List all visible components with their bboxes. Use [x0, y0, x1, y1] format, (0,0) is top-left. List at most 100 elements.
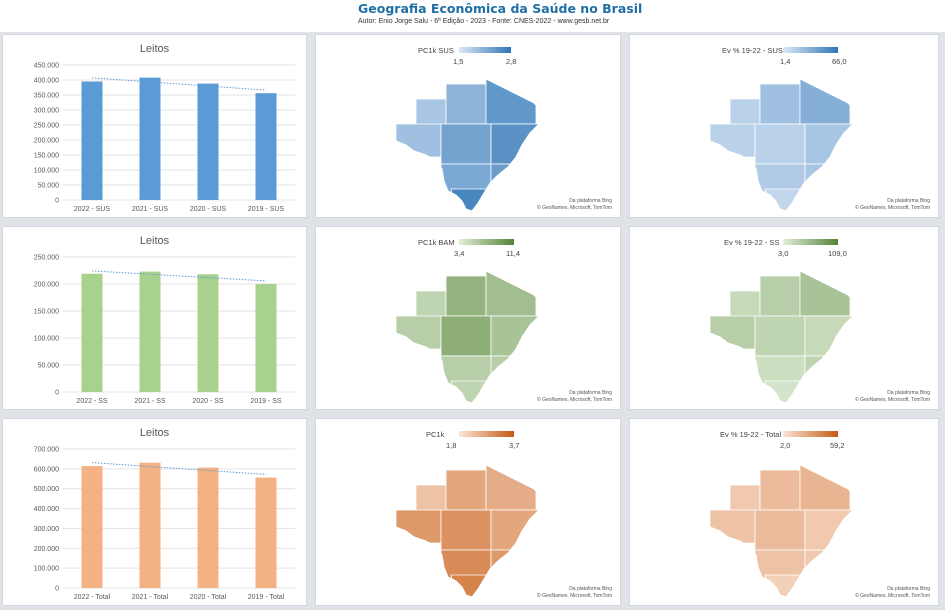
x-tick-label: 2021 - SS: [134, 398, 165, 405]
legend-gradient-bar: [783, 239, 838, 245]
y-tick-label: 450.000: [34, 63, 59, 70]
map-credit: Da plataforma Bing © GeoNames, Microsoft,…: [537, 198, 612, 211]
legend-min: 1,8: [446, 441, 457, 450]
legend-gradient-bar: [783, 431, 838, 437]
chart-panel-ss[interactable]: Leitos 0 50.000 100.000 150.000 200.000 250.0…: [2, 226, 307, 410]
legend-gradient-bar: [783, 47, 838, 53]
map-panel-pc1k-sus[interactable]: PC1k SUS 1,5 2,8 Da plataforma Bing © Geo…: [315, 34, 621, 218]
legend-max: 3,7: [509, 441, 520, 450]
y-tick-label: 400.000: [34, 506, 59, 513]
brazil-outline: [389, 72, 543, 212]
bar: [139, 271, 161, 392]
map-region: [804, 549, 841, 581]
legend-title: PC1k SUS: [418, 46, 454, 55]
brazil-map: [703, 264, 857, 404]
header: Geografia Econômica da Saúde no Brasil A…: [0, 0, 945, 32]
y-tick-label: 200.000: [34, 546, 59, 553]
trendline: [91, 462, 267, 475]
legend-min: 1,5: [453, 57, 464, 66]
bar-chart-sus: 0 50.000 100.000 150.000 200.000 250.000 300.0…: [34, 63, 295, 213]
y-tick-label: 150.000: [34, 309, 59, 316]
map-region: [490, 163, 527, 195]
brazil-map: [389, 264, 543, 404]
map-panel-pc1k-bam[interactable]: PC1k BAM 3,4 11,4 Da plataforma Bing © Ge…: [315, 226, 621, 410]
map-region: [799, 78, 851, 125]
y-tick-label: 50.000: [38, 183, 60, 190]
map-region: [445, 83, 487, 125]
map-region: [799, 464, 851, 511]
y-tick-label: 500.000: [34, 486, 59, 493]
legend-gradient-bar: [459, 239, 514, 245]
y-tick-label: 250.000: [34, 123, 59, 130]
map-region: [759, 275, 801, 317]
legend-gradient-bar: [459, 47, 511, 53]
map-region: [759, 469, 801, 511]
map-region: [804, 355, 841, 387]
y-tick-label: 700.000: [34, 447, 59, 454]
y-tick-label: 350.000: [34, 93, 59, 100]
brazil-outline: [703, 264, 857, 404]
brazil-map: [389, 72, 543, 212]
x-tick-label: 2021 - SUS: [132, 206, 169, 213]
map-region: [754, 509, 806, 551]
map-region: [440, 315, 492, 357]
map-region: [754, 123, 806, 165]
y-tick-label: 100.000: [34, 168, 59, 175]
x-tick-label: 2019 - SS: [250, 398, 281, 405]
map-credit: Da plataforma Bing © GeoNames, Microsoft,…: [537, 586, 612, 599]
bar: [197, 467, 219, 588]
y-tick-label: 300.000: [34, 526, 59, 533]
x-tick-label: 2021 - Total: [132, 594, 169, 601]
trendline: [91, 270, 267, 282]
chart-panel-total[interactable]: Leitos 0 100.000 200.000 300.000 400.000 500.…: [2, 418, 307, 606]
bar: [197, 83, 219, 200]
map-credit: Da plataforma Bing © GeoNames, Microsoft,…: [855, 586, 930, 599]
legend-title: Ev % 19-22 - SS: [724, 238, 780, 247]
legend-gradient-bar: [459, 431, 514, 437]
map-panel-ev-total[interactable]: Ev % 19-22 - Total 2,0 59,2 Da plataform…: [629, 418, 939, 606]
bar: [197, 274, 219, 392]
map-region: [804, 163, 841, 195]
brazil-outline: [389, 458, 543, 598]
bar: [81, 81, 103, 200]
y-tick-label: 250.000: [34, 255, 59, 262]
bar: [255, 477, 277, 588]
x-tick-label: 2022 - SS: [76, 398, 107, 405]
legend-max: 2,8: [506, 57, 517, 66]
map-region: [445, 275, 487, 317]
bar: [255, 93, 277, 200]
map-panel-ev-ss[interactable]: Ev % 19-22 - SS 3,0 109,0 Da plataforma …: [629, 226, 939, 410]
chart-panel-sus[interactable]: Leitos 0 50.000 100.000 150.000 200.000 250.0…: [2, 34, 307, 218]
legend-title: Ev % 19-22 - SUS: [722, 46, 783, 55]
map-region: [485, 464, 537, 511]
bar: [81, 466, 103, 588]
y-tick-label: 200.000: [34, 282, 59, 289]
bar: [81, 273, 103, 392]
x-tick-label: 2019 - SUS: [248, 206, 285, 213]
map-region: [490, 355, 527, 387]
legend-min: 2,0: [780, 441, 791, 450]
map-credit: Da plataforma Bing © GeoNames, Microsoft,…: [537, 390, 612, 403]
x-tick-label: 2020 - Total: [190, 594, 227, 601]
map-region: [440, 509, 492, 551]
legend-title: PC1k BAM: [418, 238, 455, 247]
legend-max: 11,4: [506, 249, 521, 258]
brazil-outline: [703, 72, 857, 212]
page-subtitle: Autor: Enio Jorge Salu - 6ª Edição - 202…: [358, 18, 610, 25]
x-tick-label: 2022 - SUS: [74, 206, 111, 213]
x-tick-label: 2022 - Total: [74, 594, 111, 601]
map-panel-pc1k-total[interactable]: PC1k 1,8 3,7 Da plataforma Bing © GeoName…: [315, 418, 621, 606]
y-tick-label: 400.000: [34, 78, 59, 85]
brazil-map: [703, 458, 857, 598]
bar-chart-total: 0 100.000 200.000 300.000 400.000 500.000 600.…: [34, 447, 295, 601]
map-credit: Da plataforma Bing © GeoNames, Microsoft,…: [855, 390, 930, 403]
map-panel-ev-sus[interactable]: Ev % 19-22 - SUS 1,4 66,0 Da plataforma …: [629, 34, 939, 218]
legend-min: 1,4: [780, 57, 791, 66]
y-tick-label: 100.000: [34, 336, 59, 343]
y-tick-label: 200.000: [34, 138, 59, 145]
y-tick-label: 100.000: [34, 566, 59, 573]
legend-title: PC1k: [426, 430, 445, 439]
y-tick-label: 0: [55, 586, 59, 593]
bar: [255, 284, 277, 392]
legend-min: 3,0: [778, 249, 789, 258]
